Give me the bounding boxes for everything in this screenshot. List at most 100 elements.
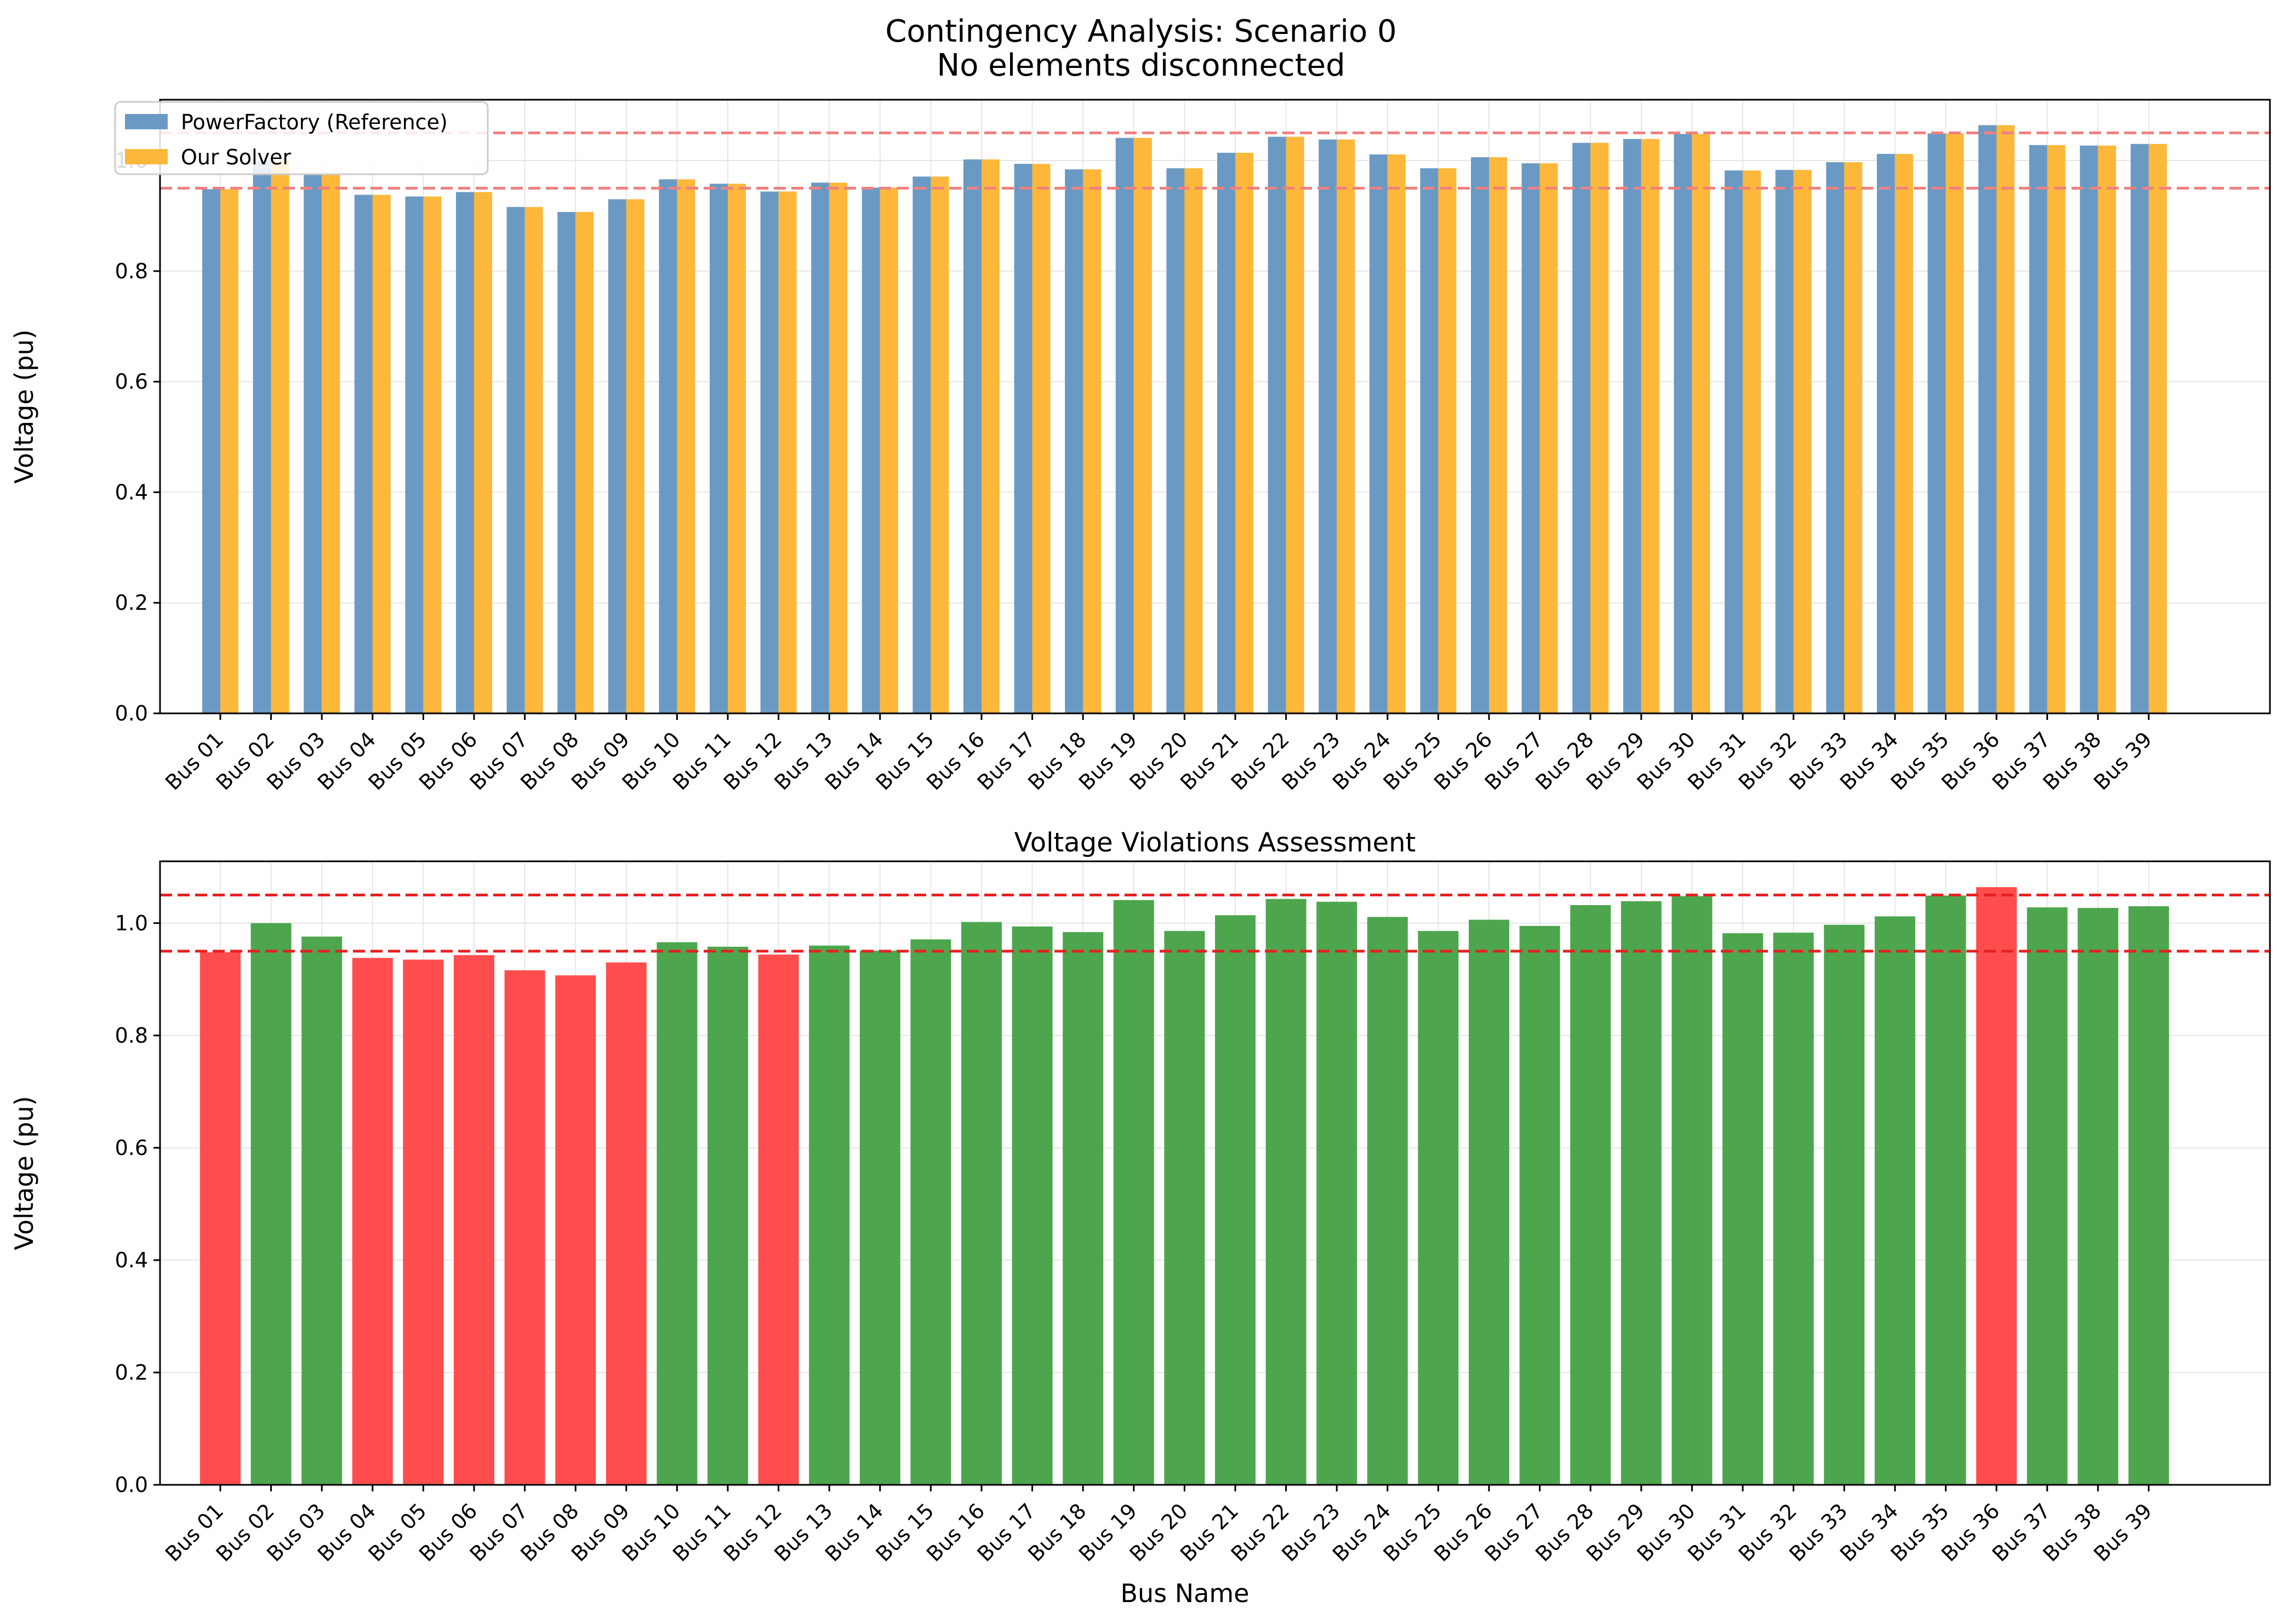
bar-ok [1164, 931, 1205, 1485]
bar-solver [524, 207, 543, 713]
bar-reference [456, 192, 474, 713]
legend: PowerFactory (Reference) Our Solver [114, 101, 489, 175]
bar-reference [1065, 169, 1083, 713]
x-tick-label: Bus 39 [2089, 727, 2157, 794]
bar-ok [859, 951, 900, 1485]
bar-solver [1337, 139, 1355, 713]
bar-solver [1996, 125, 2015, 713]
bar-solver [931, 176, 949, 713]
y-tick-label: 0.4 [115, 480, 148, 504]
bar-reference [912, 176, 931, 713]
bar-reference [1725, 170, 1743, 713]
bar-solver [1184, 168, 1203, 713]
bar-solver [778, 191, 797, 713]
bar-solver [474, 192, 492, 713]
y-tick-label: 0.4 [115, 1248, 148, 1272]
x-axis-label: Bus Name [1120, 1579, 1249, 1608]
bar-ok [1621, 901, 1662, 1485]
bar-solver [728, 184, 746, 713]
bar-solver [880, 187, 898, 713]
bar-ok [1722, 933, 1763, 1485]
y-tick-label: 0.8 [115, 1023, 148, 1048]
legend-swatch [125, 114, 168, 129]
bar-violation [403, 959, 444, 1485]
bar-ok [250, 923, 292, 1485]
bar-solver [1133, 138, 1152, 714]
bar-ok [2078, 908, 2119, 1485]
bar-solver [1539, 163, 1558, 714]
bar-violation [352, 958, 393, 1485]
bar-solver [1387, 154, 1406, 713]
bar-solver [1692, 134, 1710, 713]
bar-ok [301, 936, 343, 1485]
bar-reference [1268, 136, 1286, 713]
bar-ok [1012, 926, 1053, 1485]
bar-solver [1032, 164, 1051, 713]
bar-ok [1570, 905, 1611, 1485]
bar-reference [1978, 125, 1996, 713]
y-tick-label: 0.2 [115, 591, 148, 615]
bar-reference [1521, 163, 1540, 714]
bar-ok [910, 939, 951, 1485]
bar-reference [2130, 144, 2149, 714]
bar-ok [1469, 919, 1509, 1485]
bar-ok [2027, 907, 2068, 1485]
bar-reference [1319, 139, 1337, 713]
bar-ok [1113, 900, 1154, 1485]
bar-ok [1265, 899, 1307, 1485]
bar-ok [1316, 901, 1357, 1485]
bar-violation [606, 962, 647, 1485]
bar-reference [354, 195, 373, 713]
bar-violation [758, 954, 799, 1485]
bar-ok [1874, 916, 1915, 1485]
bar-reference [1674, 134, 1692, 713]
bar-solver [271, 160, 289, 714]
bar-solver [575, 211, 594, 713]
legend-swatch [125, 149, 168, 164]
bar-reference [1572, 142, 1591, 714]
bar-ok [1824, 924, 1865, 1485]
bar-solver [626, 199, 644, 714]
bar-solver [1793, 170, 1812, 713]
bar-reference [1775, 170, 1794, 713]
bar-ok [1215, 915, 1256, 1485]
bar-ok [1367, 917, 1408, 1485]
bar-ok [1925, 895, 1966, 1485]
legend-label: Our Solver [181, 145, 291, 169]
bar-ok [809, 945, 850, 1485]
legend-label: PowerFactory (Reference) [181, 110, 448, 134]
bar-ok [657, 942, 698, 1485]
subplot-title: Voltage Violations Assessment [1014, 827, 1416, 858]
y-tick-label: 0.6 [115, 370, 148, 394]
bar-reference [1826, 162, 1845, 713]
bar-reference [1217, 152, 1235, 713]
bar-reference [202, 189, 220, 713]
bar-reference [1876, 153, 1895, 713]
y-tick-label: 0.0 [115, 1473, 148, 1497]
bar-solver [1641, 139, 1659, 713]
y-tick-label: 0.2 [115, 1360, 148, 1385]
bar-ok [708, 946, 748, 1485]
figure-title: Contingency Analysis: Scenario 0 [885, 14, 1396, 49]
bar-reference [1420, 168, 1439, 713]
bar-reference [1471, 157, 1489, 713]
bar-solver [1438, 168, 1457, 713]
bar-solver [2098, 145, 2116, 713]
bar-violation [1976, 887, 2017, 1485]
y-tick-label: 0.8 [115, 259, 148, 283]
bar-ok [1671, 896, 1713, 1485]
bar-reference [963, 159, 982, 713]
bar-ok [1063, 932, 1104, 1485]
bar-reference [1927, 133, 1946, 713]
bar-reference [557, 211, 576, 713]
bar-reference [405, 196, 424, 714]
bar-ok [1418, 931, 1459, 1485]
bar-reference [659, 179, 677, 713]
bar-reference [1166, 168, 1185, 713]
bar-reference [2080, 145, 2098, 713]
bar-solver [1590, 142, 1609, 714]
bar-reference [1014, 164, 1032, 713]
bar-solver [322, 174, 340, 713]
y-tick-label: 0.6 [115, 1136, 148, 1160]
plot-frame [159, 99, 2271, 714]
